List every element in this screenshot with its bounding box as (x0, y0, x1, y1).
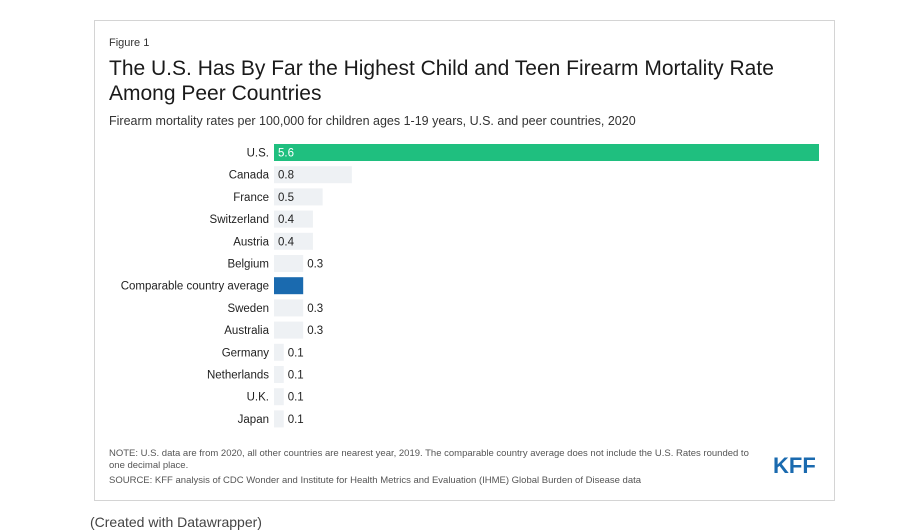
chart-card: Figure 1 The U.S. Has By Far the Highest… (94, 20, 835, 501)
value-label: 0.5 (278, 192, 294, 204)
bar (274, 144, 819, 161)
category-label: Comparable country average (121, 281, 269, 293)
bar (274, 210, 313, 228)
value-label: 0.1 (288, 347, 304, 359)
category-label: France (233, 192, 269, 204)
bar (274, 166, 352, 184)
value-label: 0.3 (307, 259, 323, 271)
category-label: Sweden (227, 303, 269, 315)
value-label: 0.3 (307, 281, 323, 293)
bar (274, 277, 304, 295)
chart-source: SOURCE: KFF analysis of CDC Wonder and I… (109, 475, 642, 486)
value-label: 0.3 (307, 303, 323, 315)
value-label: 0.4 (278, 214, 295, 226)
value-label: 0.1 (288, 392, 304, 404)
kff-logo-text: KFF (773, 453, 816, 477)
value-label: 0.1 (288, 370, 304, 382)
bar (274, 366, 284, 383)
bar (274, 188, 323, 206)
value-label: 0.1 (288, 414, 304, 426)
category-label: Switzerland (210, 214, 269, 226)
category-label: Netherlands (207, 370, 269, 382)
category-label: Germany (222, 347, 270, 359)
bar (274, 299, 304, 317)
bar (274, 410, 284, 428)
figure-label: Figure 1 (109, 37, 150, 49)
category-label: Austria (233, 236, 269, 248)
bar (274, 343, 284, 361)
chart-title: The U.S. Has By Far the Highest Child an… (109, 57, 774, 105)
bar (274, 232, 313, 250)
category-label: U.S. (247, 148, 269, 160)
bar (274, 388, 284, 406)
bar (274, 321, 304, 339)
kff-logo: KFF (773, 453, 816, 477)
category-label: Australia (224, 325, 269, 337)
bar (274, 255, 304, 272)
category-label: Belgium (227, 259, 269, 271)
category-label: Japan (238, 414, 269, 426)
category-label: U.K. (247, 392, 269, 404)
value-label: 0.3 (307, 325, 323, 337)
value-label: 5.6 (278, 148, 294, 160)
category-label: Canada (229, 170, 270, 182)
value-label: 0.4 (278, 236, 295, 248)
datawrapper-credit: (Created with Datawrapper) (90, 514, 262, 530)
chart-note: NOTE: U.S. data are from 2020, all other… (109, 448, 749, 471)
chart-subtitle: Firearm mortality rates per 100,000 for … (109, 114, 636, 128)
bar-chart: U.S. 5.6 Canada 0.8 France 0.5 Switzerland 0.4 A… (121, 144, 819, 428)
value-label: 0.8 (278, 170, 294, 182)
